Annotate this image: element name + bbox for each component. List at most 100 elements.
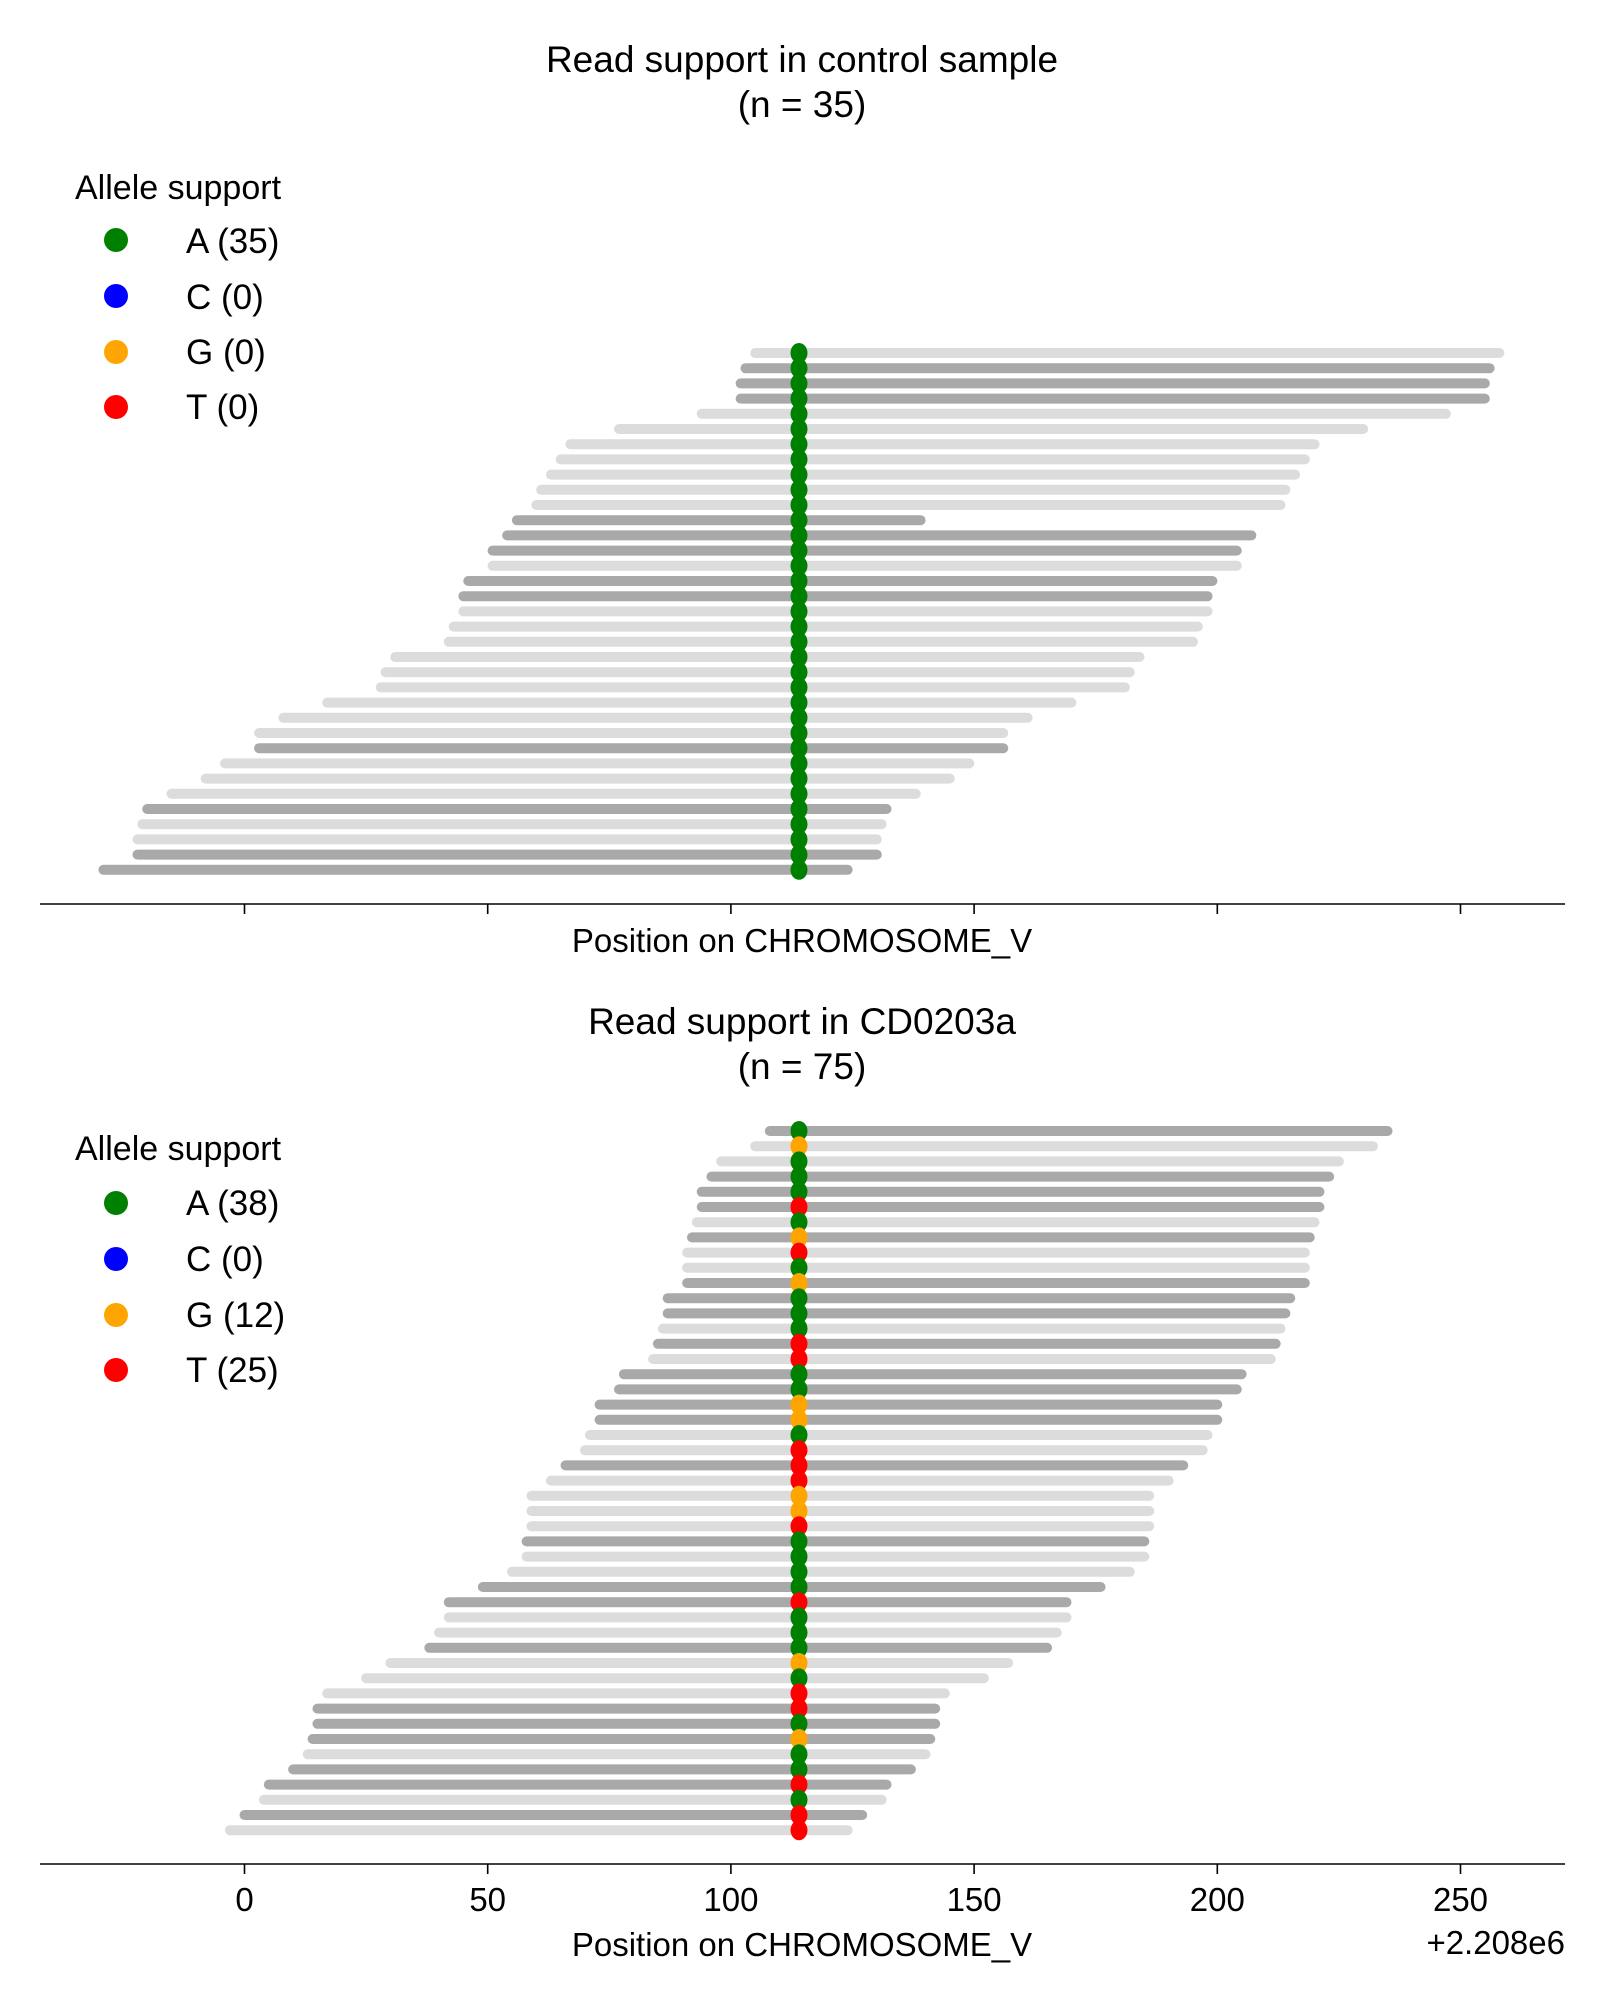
allele-dot-a: [790, 571, 808, 591]
allele-dot-a: [790, 768, 808, 789]
panel-title: Read support in CD0203a: [588, 1001, 1016, 1042]
allele-dot-a: [790, 1257, 808, 1278]
allele-dot-g: [790, 1653, 808, 1673]
legend-marker-g: [104, 1303, 128, 1327]
panel-title: Read support in control sample: [546, 39, 1058, 80]
x-tick-label: 50: [469, 1881, 506, 1918]
panel-control: Read support in control sample (n = 35) …: [40, 39, 1565, 959]
legend: Allele support A (38) C (0) G (12) T (25…: [75, 1130, 285, 1390]
allele-dot-g: [790, 1394, 808, 1415]
allele-dot-t: [790, 1197, 808, 1217]
allele-dot-a: [790, 1577, 808, 1597]
allele-dot-t: [790, 1440, 808, 1461]
allele-dot-a: [790, 373, 808, 394]
allele-dot-a: [790, 1303, 808, 1324]
legend-title: Allele support: [75, 169, 282, 207]
allele-dot-a: [790, 1607, 808, 1628]
allele-dot-a: [790, 1166, 808, 1187]
allele-dot-a: [790, 555, 808, 576]
x-axis-label: Position on CHROMOSOME_V: [572, 922, 1032, 959]
x-axis-ticks: [243, 904, 1462, 914]
legend-label-a: A (38): [186, 1184, 279, 1223]
allele-dot-a: [790, 586, 808, 607]
x-axis-ticks: 0 50 100 150 200 250: [235, 1864, 1488, 1918]
allele-dot-a: [790, 1622, 808, 1643]
allele-dot-a: [790, 495, 808, 515]
legend-label-a: A (35): [186, 222, 279, 261]
allele-dot-a: [790, 1531, 808, 1552]
allele-dot-g: [790, 1136, 808, 1157]
allele-dot-a: [790, 1288, 808, 1309]
allele-dot-g: [790, 1501, 808, 1521]
legend-marker-g: [104, 340, 128, 364]
allele-dot-a: [790, 343, 808, 363]
allele-dot-a: [790, 692, 808, 713]
panel-subtitle: (n = 75): [738, 1046, 867, 1087]
allele-dot-a: [790, 1364, 808, 1385]
legend-marker-t: [104, 395, 128, 419]
legend-label-c: C (0): [186, 1240, 264, 1279]
allele-dot-g: [790, 1227, 808, 1248]
allele-dot-a: [790, 1379, 808, 1400]
allele-dot-a: [790, 449, 808, 470]
allele-dot-t: [790, 1683, 808, 1704]
reads-layer: [98, 343, 1505, 880]
allele-dot-a: [790, 662, 808, 683]
x-tick-label: 200: [1190, 1881, 1245, 1918]
allele-dot-a: [790, 1789, 808, 1810]
allele-dot-t: [790, 1805, 808, 1825]
allele-dot-a: [790, 783, 808, 804]
allele-dot-a: [790, 647, 808, 667]
allele-dot-t: [790, 1820, 808, 1841]
allele-dot-t: [790, 1349, 808, 1369]
legend-label-t: T (0): [186, 388, 259, 427]
allele-dot-a: [790, 601, 808, 622]
legend-marker-a: [104, 228, 128, 252]
x-tick-label: 0: [235, 1881, 253, 1918]
allele-dot-t: [790, 1592, 808, 1613]
allele-dot-g: [790, 1729, 808, 1749]
allele-dot-t: [790, 1698, 808, 1719]
allele-dot-a: [790, 464, 808, 485]
allele-dot-a: [790, 479, 808, 500]
x-tick-label: 100: [703, 1881, 758, 1918]
allele-dot-a: [790, 844, 808, 865]
allele-dot-a: [790, 829, 808, 850]
allele-dot-a: [790, 1212, 808, 1233]
allele-dot-a: [790, 799, 808, 819]
axis-offset-text: +2.208e6: [1426, 1924, 1565, 1961]
allele-dot-a: [790, 1668, 808, 1689]
allele-dot-a: [790, 510, 808, 531]
allele-dot-t: [790, 1242, 808, 1263]
allele-dot-a: [790, 540, 808, 561]
allele-dot-a: [790, 631, 808, 652]
allele-dot-a: [790, 1759, 808, 1780]
allele-dot-a: [790, 525, 808, 546]
allele-dot-a: [790, 1546, 808, 1567]
allele-dot-a: [790, 1744, 808, 1765]
x-axis-label: Position on CHROMOSOME_V: [572, 1926, 1032, 1963]
allele-dot-a: [790, 403, 808, 424]
allele-dot-t: [790, 1333, 808, 1354]
x-tick-label: 250: [1433, 1881, 1488, 1918]
allele-dot-a: [790, 707, 808, 728]
allele-dot-a: [790, 677, 808, 698]
allele-dot-t: [790, 1470, 808, 1491]
allele-dot-a: [790, 388, 808, 409]
allele-dot-a: [790, 1181, 808, 1202]
allele-dot-a: [790, 753, 808, 774]
allele-dot-t: [790, 1455, 808, 1476]
allele-dot-a: [790, 434, 808, 455]
allele-dot-g: [790, 1485, 808, 1506]
allele-dot-a: [790, 859, 808, 880]
legend-marker-t: [104, 1358, 128, 1382]
allele-dot-a: [790, 1121, 808, 1141]
legend-marker-c: [104, 284, 128, 308]
legend-marker-c: [104, 1247, 128, 1271]
allele-dot-a: [790, 1151, 808, 1172]
legend-label-g: G (0): [186, 333, 266, 372]
allele-dot-a: [790, 616, 808, 637]
panel-cd0203a: Read support in CD0203a (n = 75) Allele …: [40, 1001, 1565, 1963]
allele-dot-a: [790, 738, 808, 759]
